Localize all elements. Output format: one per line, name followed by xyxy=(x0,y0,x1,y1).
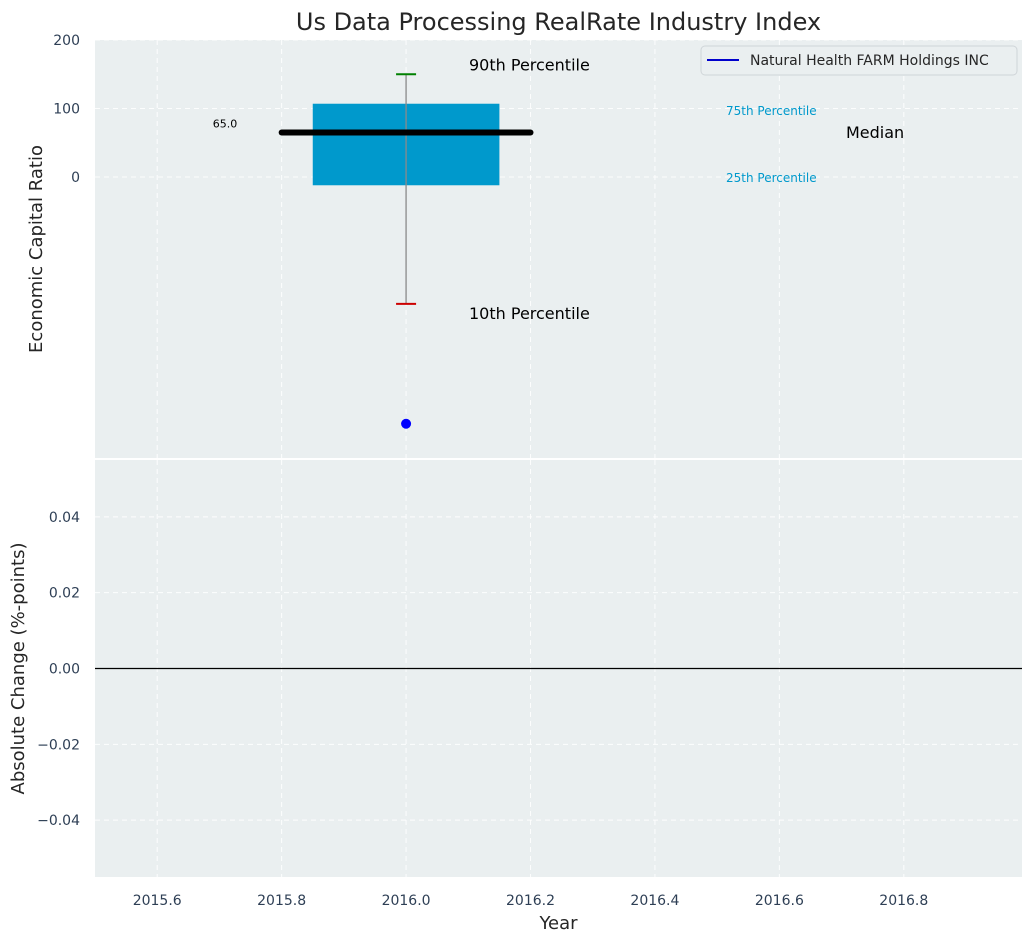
top-panel-background xyxy=(95,40,1022,458)
top-panel-y-ticks: 0 100 200 xyxy=(53,33,80,186)
x-axis-label: Year xyxy=(538,913,578,934)
top-y-tick-label: 200 xyxy=(53,33,80,49)
top-y-axis-label: Economic Capital Ratio xyxy=(26,145,47,353)
median-annotation: Median xyxy=(846,123,904,142)
legend-label: Natural Health FARM Holdings INC xyxy=(750,53,989,69)
top-y-tick-label: 0 xyxy=(71,170,80,186)
legend: Natural Health FARM Holdings INC xyxy=(700,45,1018,76)
p10-annotation: 10th Percentile xyxy=(469,304,590,323)
x-tick-label: 2016.6 xyxy=(755,893,804,909)
x-tick-label: 2015.6 xyxy=(133,893,182,909)
chart-title: Us Data Processing RealRate Industry Ind… xyxy=(296,8,821,36)
percentile-annotations: 65.0 90th Percentile 10th Percentile 75th P… xyxy=(213,55,904,323)
x-tick-label: 2016.8 xyxy=(879,893,928,909)
top-panel: 0 100 200 Economic Capital Ratio 65.0 90th … xyxy=(26,33,1022,458)
top-panel-grid xyxy=(95,39,1022,458)
p90-annotation: 90th Percentile xyxy=(469,55,590,74)
bottom-y-tick-label: −0.04 xyxy=(37,813,80,829)
x-tick-label: 2016.0 xyxy=(382,893,431,909)
x-tick-label: 2016.2 xyxy=(506,893,555,909)
p75-annotation: 75th Percentile xyxy=(726,104,817,118)
x-tick-label: 2015.8 xyxy=(257,893,306,909)
bottom-y-tick-label: 0.02 xyxy=(49,586,80,602)
bottom-y-tick-label: −0.02 xyxy=(37,737,80,753)
bottom-y-tick-label: 0.04 xyxy=(49,510,80,526)
bottom-y-axis-label: Absolute Change (%-points) xyxy=(8,543,29,795)
company-data-point xyxy=(401,418,412,429)
x-tick-label: 2016.4 xyxy=(630,893,679,909)
bottom-panel: −0.04 −0.02 0.00 0.02 0.04 2015.6 2015.8 2016.… xyxy=(8,460,1022,934)
percentile-box-group xyxy=(278,73,534,429)
median-value-label: 65.0 xyxy=(213,118,238,131)
legend-box xyxy=(700,45,1018,76)
top-y-tick-label: 100 xyxy=(53,102,80,118)
p25-annotation: 25th Percentile xyxy=(726,171,817,185)
x-axis-ticks: 2015.6 2015.8 2016.0 2016.2 2016.4 2016.6 2016… xyxy=(133,893,929,909)
bottom-panel-y-ticks: −0.04 −0.02 0.00 0.02 0.04 xyxy=(37,510,80,829)
bottom-y-tick-label: 0.00 xyxy=(49,662,80,678)
